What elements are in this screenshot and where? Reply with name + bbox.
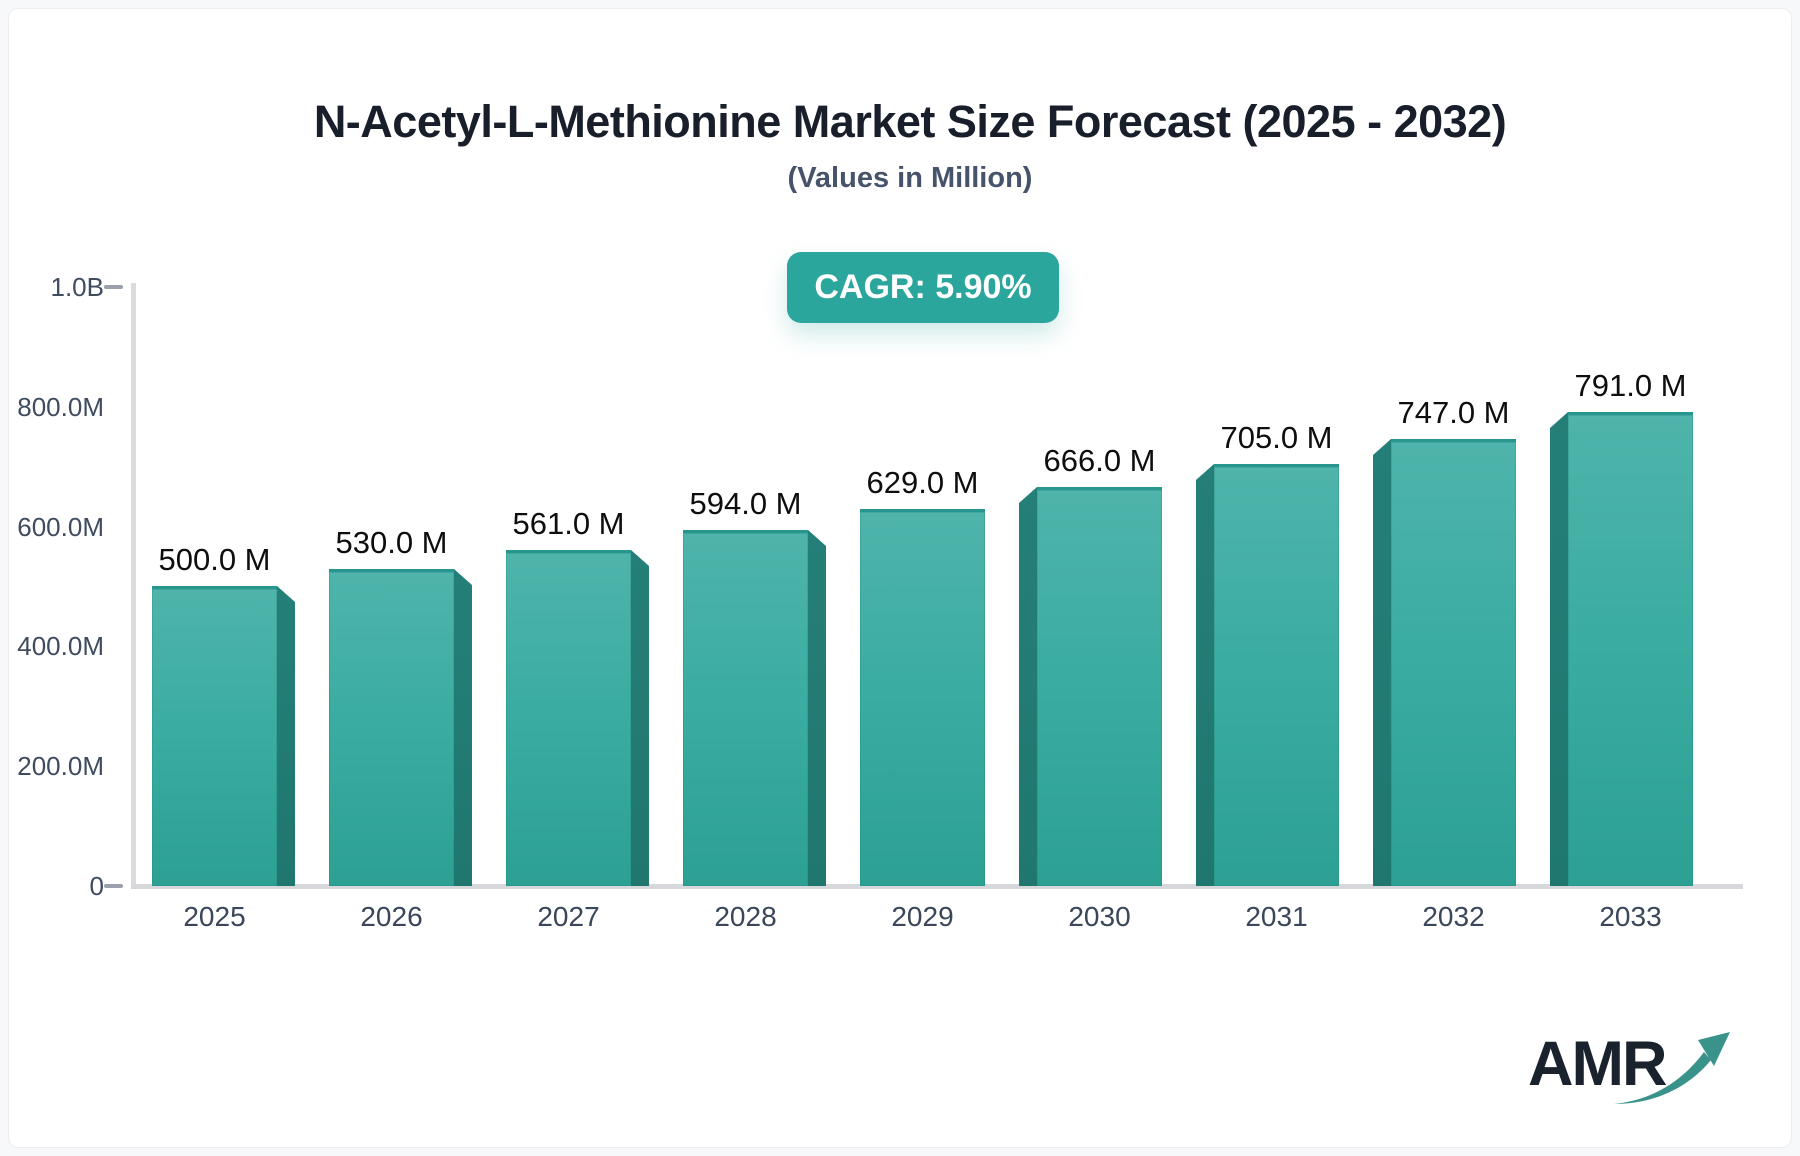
bar-2025[interactable] <box>152 586 277 886</box>
amr-logo-text: AMR <box>1528 1029 1667 1099</box>
bar-2026[interactable] <box>329 569 454 886</box>
bar-side-face-2026 <box>454 569 472 886</box>
bar-side-face-2033 <box>1550 412 1568 886</box>
bar-2030[interactable] <box>1037 487 1162 886</box>
bar-value-label-2031: 705.0 M <box>1220 420 1333 455</box>
bar-value-label-2030: 666.0 M <box>1043 443 1156 478</box>
y-axis-label-800.0M: 800.0M <box>17 391 104 422</box>
y-axis-label-600.0M: 600.0M <box>17 511 104 542</box>
x-axis-label-2027: 2027 <box>537 901 600 932</box>
bar-2031[interactable] <box>1214 464 1339 886</box>
chart-title: N-Acetyl-L-Methionine Market Size Foreca… <box>313 96 1507 147</box>
bar-value-label-2027: 561.0 M <box>512 506 625 541</box>
bar-2027[interactable] <box>506 550 631 886</box>
bar-value-label-2032: 747.0 M <box>1397 395 1510 430</box>
x-axis-label-2031: 2031 <box>1245 901 1308 932</box>
bar-side-face-2031 <box>1196 464 1214 886</box>
bar-2032[interactable] <box>1391 439 1516 886</box>
cagr-badge: CAGR: 5.90% <box>787 252 1059 323</box>
x-axis-label-2033: 2033 <box>1599 901 1662 932</box>
bar-value-label-2028: 594.0 M <box>689 486 802 521</box>
y-axis-label-0: 0 <box>89 871 104 901</box>
bar-value-label-2026: 530.0 M <box>335 525 448 560</box>
bar-side-face-2032 <box>1373 439 1391 886</box>
y-axis-tick-mark <box>104 884 123 888</box>
y-axis-line <box>131 283 136 889</box>
bar-value-label-2025: 500.0 M <box>158 542 271 577</box>
bar-2028[interactable] <box>683 530 808 886</box>
bar-side-face-2030 <box>1019 487 1037 886</box>
bar-value-label-2029: 629.0 M <box>866 465 979 500</box>
x-axis-line <box>131 884 1743 889</box>
y-axis-tick-mark <box>104 285 123 289</box>
x-axis-label-2029: 2029 <box>891 901 954 932</box>
x-axis-label-2028: 2028 <box>714 901 777 932</box>
y-axis-label-1.0B: 1.0B <box>50 272 105 302</box>
bar-value-label-2033: 791.0 M <box>1574 368 1687 403</box>
x-axis-label-2030: 2030 <box>1068 901 1131 932</box>
bar-2029[interactable] <box>860 509 985 886</box>
bar-2033[interactable] <box>1568 412 1693 886</box>
chart-subtitle: (Values in Million) <box>787 162 1033 194</box>
bar-side-face-2028 <box>808 530 826 886</box>
x-axis-label-2026: 2026 <box>360 901 423 932</box>
amr-logo: AMR <box>1528 1028 1738 1123</box>
y-axis-label-400.0M: 400.0M <box>17 631 104 662</box>
bar-side-face-2025 <box>277 586 295 886</box>
bar-side-face-2027 <box>631 550 649 886</box>
x-axis-label-2032: 2032 <box>1422 901 1485 932</box>
growth-arrow-icon <box>1614 1032 1730 1104</box>
y-axis-label-200.0M: 200.0M <box>17 751 104 782</box>
x-axis-label-2025: 2025 <box>183 901 246 932</box>
